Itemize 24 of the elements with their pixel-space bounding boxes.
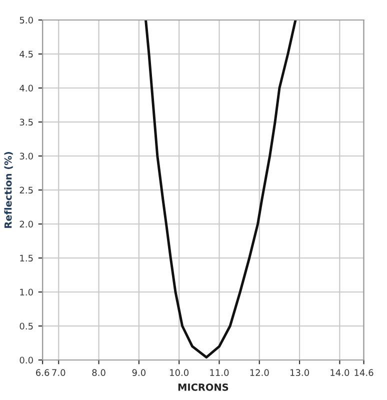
y-tick-label: 2.0: [20, 220, 33, 228]
x-tick-label: 14.0: [330, 369, 350, 376]
x-tick-label: 7.0: [52, 369, 66, 376]
x-tick-label: 8.0: [92, 369, 106, 376]
y-tick-label: 4.5: [20, 50, 33, 58]
y-tick-label: 0.5: [20, 322, 33, 330]
y-tick-label: 3.0: [20, 152, 33, 160]
x-tick-label: 9.0: [132, 369, 146, 376]
y-axis-title: Reflection (%): [4, 152, 13, 228]
x-tick-label: 10.0: [170, 369, 189, 376]
y-tick-label: 5.0: [20, 16, 33, 24]
x-tick-label: 14.6: [354, 369, 374, 376]
y-tick-label: 4.0: [20, 84, 33, 92]
y-tick-label: 3.5: [20, 118, 33, 126]
line-series: [144, 20, 297, 359]
x-tick-label: 12.0: [250, 369, 269, 376]
y-tick-label: 2.5: [20, 186, 33, 194]
y-tick-label: 1.5: [20, 254, 33, 262]
y-tick-label: 0.0: [20, 356, 33, 364]
y-tick-label: 1.0: [20, 288, 33, 296]
x-tick-label: 11.0: [210, 369, 229, 376]
x-axis-title: MICRONS: [178, 383, 228, 391]
x-tick-label: 13.0: [290, 369, 309, 376]
x-tick-label: 6.6: [36, 369, 50, 376]
